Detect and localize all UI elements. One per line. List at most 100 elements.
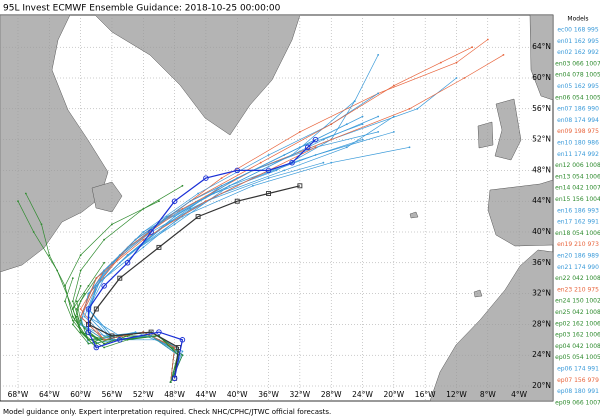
legend-entry: en11 174 992 bbox=[557, 151, 599, 158]
mean-marker bbox=[234, 167, 240, 174]
track-point bbox=[361, 138, 364, 141]
iberia bbox=[487, 179, 554, 247]
track-point bbox=[103, 342, 106, 345]
track-point bbox=[79, 331, 82, 333]
track-point bbox=[181, 354, 184, 357]
legend-entry: en18 054 1006 bbox=[555, 230, 600, 237]
mean-marker bbox=[289, 159, 295, 166]
legend-entry: ep06 174 991 bbox=[557, 366, 599, 373]
legend-entry: en01 162 995 bbox=[557, 38, 599, 45]
lat-label: 32°N bbox=[532, 289, 551, 298]
legend-entry: en22 042 1008 bbox=[555, 275, 600, 282]
track-point bbox=[169, 381, 172, 384]
track-point bbox=[455, 77, 458, 79]
track-point bbox=[392, 115, 395, 118]
track-point bbox=[79, 254, 82, 256]
track-point bbox=[259, 161, 262, 164]
track-point bbox=[361, 115, 364, 118]
track-point bbox=[64, 300, 66, 303]
lon-label: 28°W bbox=[321, 390, 342, 399]
legend-entry: en10 180 986 bbox=[557, 140, 599, 147]
track-point bbox=[361, 123, 364, 126]
lon-label: 16°W bbox=[415, 390, 436, 399]
lat-label: 40°N bbox=[532, 227, 551, 236]
lat-label: 20°N bbox=[532, 381, 551, 390]
track-point bbox=[330, 161, 333, 164]
legend-entry: ep03 162 1006 bbox=[555, 332, 600, 339]
track-point bbox=[71, 319, 74, 322]
legend-entry: en23 210 975 bbox=[557, 286, 599, 293]
track-point bbox=[103, 238, 106, 241]
track-point bbox=[24, 192, 27, 195]
track-point bbox=[71, 300, 74, 303]
lon-label: 60°W bbox=[70, 390, 91, 399]
mean-marker bbox=[117, 337, 123, 343]
control-marker bbox=[266, 191, 272, 196]
lat-label: 48°N bbox=[532, 165, 551, 174]
track-point bbox=[111, 338, 113, 341]
track-point bbox=[275, 169, 278, 172]
track-point bbox=[189, 200, 192, 203]
legend-entry: ep04 042 1008 bbox=[555, 343, 600, 350]
lat-label: 56°N bbox=[532, 104, 551, 113]
tick-labels: 20°N 24°N 28°N 32°N 36°N 40°N 44°N 48°N 52°N 56°N… bbox=[8, 42, 551, 399]
track-point bbox=[252, 184, 254, 187]
mean-marker bbox=[203, 175, 209, 181]
track-point bbox=[79, 319, 82, 322]
legend-entry: en15 156 1004 bbox=[555, 196, 600, 203]
control-marker bbox=[156, 244, 162, 250]
control-marker bbox=[297, 183, 303, 189]
legend-entry: en14 042 1007 bbox=[555, 185, 600, 192]
mean-marker bbox=[124, 260, 131, 266]
mean-marker bbox=[265, 167, 272, 174]
lon-label: 44°W bbox=[196, 390, 217, 399]
lat-label: 60°N bbox=[532, 73, 551, 82]
track-point bbox=[267, 154, 270, 156]
track-point bbox=[197, 192, 199, 195]
legend: ec00 168 995 en01 162 995 en02 162 992 en03… bbox=[555, 27, 600, 407]
legend-entry: en17 162 991 bbox=[557, 219, 599, 226]
track-point bbox=[17, 200, 19, 203]
legend-entry: en05 162 995 bbox=[557, 83, 599, 90]
legend-entry: en08 174 994 bbox=[557, 117, 599, 124]
legend-entry: en13 054 1006 bbox=[555, 173, 600, 180]
tracks bbox=[17, 38, 505, 384]
legend-entry: en09 198 975 bbox=[557, 128, 599, 135]
track-point bbox=[95, 277, 98, 280]
lon-label: 8°W bbox=[480, 390, 497, 399]
lat-label: 44°N bbox=[532, 196, 551, 205]
lon-label: 20°W bbox=[383, 390, 404, 399]
legend-entry: en19 210 973 bbox=[557, 241, 599, 248]
track-point bbox=[377, 92, 380, 95]
lat-label: 52°N bbox=[532, 135, 551, 144]
control-marker bbox=[234, 198, 240, 204]
legend-entry: ep09 066 1007 bbox=[555, 399, 600, 406]
track-point bbox=[71, 315, 74, 318]
track-point bbox=[95, 285, 98, 287]
lat-label: 28°N bbox=[532, 319, 551, 328]
mean-marker bbox=[93, 344, 100, 351]
track-point bbox=[32, 231, 35, 233]
legend-entry: ep05 054 1005 bbox=[555, 354, 600, 361]
lon-label: 4°W bbox=[511, 390, 528, 399]
mean-marker bbox=[156, 329, 162, 335]
track-point bbox=[408, 146, 411, 149]
control-track bbox=[87, 185, 301, 379]
track-point bbox=[298, 131, 301, 133]
mean-marker bbox=[171, 375, 178, 382]
lon-label: 36°W bbox=[258, 390, 279, 399]
britain bbox=[494, 98, 522, 161]
mean-track bbox=[87, 139, 316, 379]
legend-entry: en03 066 1007 bbox=[555, 60, 600, 67]
track-point bbox=[79, 323, 82, 326]
track-point bbox=[173, 223, 176, 226]
track-point bbox=[95, 342, 98, 345]
mean-marker bbox=[101, 283, 107, 289]
track-point bbox=[173, 346, 176, 349]
legend-entry: en07 186 990 bbox=[557, 106, 599, 113]
greenland bbox=[94, 14, 301, 136]
track-point bbox=[75, 308, 78, 310]
track-point bbox=[377, 131, 380, 133]
lon-label: 52°W bbox=[133, 390, 154, 399]
